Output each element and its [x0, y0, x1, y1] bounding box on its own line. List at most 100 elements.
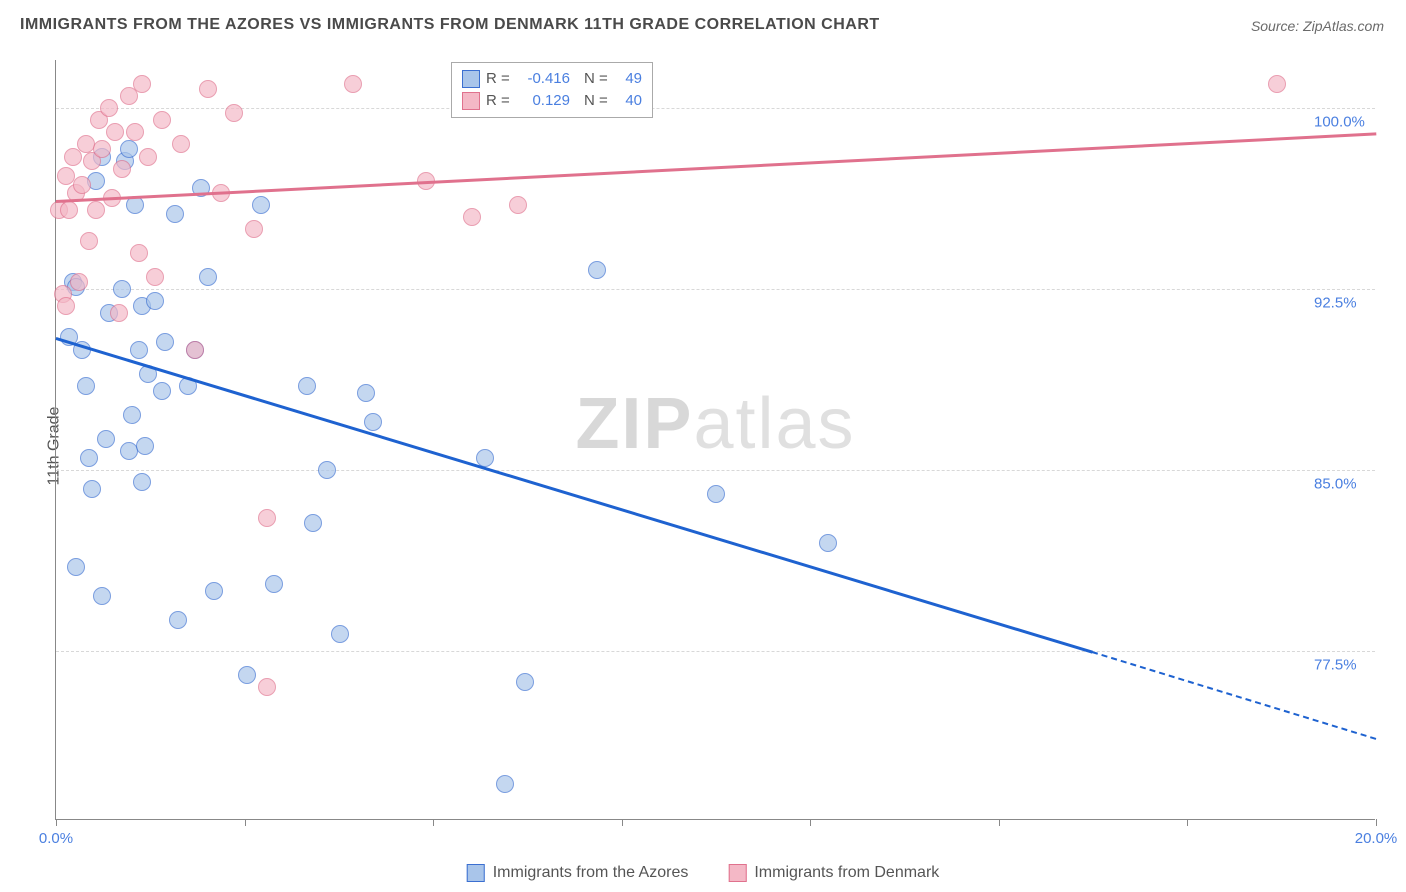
trend-line — [56, 132, 1376, 202]
plot-area: ZIPatlas 77.5%85.0%92.5%100.0%0.0%20.0% — [55, 60, 1375, 820]
bottom-legend-item: Immigrants from the Azores — [467, 864, 689, 882]
scatter-point — [93, 140, 111, 158]
scatter-point — [126, 123, 144, 141]
scatter-point — [258, 509, 276, 527]
scatter-point — [120, 140, 138, 158]
scatter-point — [707, 485, 725, 503]
legend-swatch — [467, 864, 485, 882]
x-tick-mark — [433, 819, 434, 826]
legend-n-label: N = — [584, 68, 612, 90]
scatter-point — [364, 413, 382, 431]
y-tick-label: 100.0% — [1314, 114, 1365, 131]
watermark: ZIPatlas — [575, 383, 855, 465]
source-prefix: Source: — [1251, 18, 1303, 34]
scatter-point — [133, 75, 151, 93]
scatter-point — [258, 678, 276, 696]
scatter-point — [87, 201, 105, 219]
scatter-point — [123, 406, 141, 424]
scatter-point — [318, 461, 336, 479]
legend-r-value: -0.416 — [520, 68, 570, 90]
scatter-point — [156, 333, 174, 351]
scatter-point — [265, 575, 283, 593]
scatter-point — [166, 205, 184, 223]
gridline-h — [56, 108, 1375, 109]
scatter-point — [70, 273, 88, 291]
scatter-point — [113, 160, 131, 178]
scatter-point — [516, 673, 534, 691]
scatter-point — [60, 201, 78, 219]
scatter-point — [245, 220, 263, 238]
scatter-point — [136, 437, 154, 455]
scatter-point — [106, 123, 124, 141]
scatter-point — [252, 196, 270, 214]
scatter-point — [331, 625, 349, 643]
gridline-h — [56, 289, 1375, 290]
x-tick-mark — [999, 819, 1000, 826]
scatter-point — [819, 534, 837, 552]
scatter-point — [153, 111, 171, 129]
x-tick-mark — [245, 819, 246, 826]
scatter-point — [509, 196, 527, 214]
scatter-point — [146, 268, 164, 286]
y-tick-label: 77.5% — [1314, 657, 1357, 674]
scatter-point — [130, 244, 148, 262]
scatter-point — [97, 430, 115, 448]
scatter-point — [146, 292, 164, 310]
x-tick-mark — [56, 819, 57, 826]
scatter-point — [588, 261, 606, 279]
bottom-legend-item: Immigrants from Denmark — [728, 864, 939, 882]
series-name: Immigrants from the Azores — [493, 864, 689, 882]
legend-row: R =0.129N =40 — [462, 90, 642, 112]
y-tick-label: 92.5% — [1314, 295, 1357, 312]
scatter-point — [83, 480, 101, 498]
gridline-h — [56, 470, 1375, 471]
scatter-point — [169, 611, 187, 629]
x-tick-label: 20.0% — [1355, 830, 1398, 847]
scatter-point — [139, 148, 157, 166]
legend-swatch — [462, 70, 480, 88]
source-name: ZipAtlas.com — [1303, 18, 1384, 34]
legend-n-value: 49 — [618, 68, 642, 90]
legend-r-label: R = — [486, 68, 514, 90]
bottom-legend: Immigrants from the Azores Immigrants fro… — [467, 864, 940, 882]
x-tick-mark — [1376, 819, 1377, 826]
legend-swatch — [728, 864, 746, 882]
correlation-legend: R =-0.416N =49R =0.129N =40 — [451, 62, 653, 118]
scatter-point — [344, 75, 362, 93]
source-label: Source: ZipAtlas.com — [1251, 18, 1384, 34]
scatter-point — [130, 341, 148, 359]
scatter-point — [67, 558, 85, 576]
scatter-point — [1268, 75, 1286, 93]
x-tick-mark — [622, 819, 623, 826]
scatter-point — [496, 775, 514, 793]
scatter-point — [77, 377, 95, 395]
legend-row: R = -0.416 N = 49 — [462, 68, 642, 90]
gridline-h — [56, 651, 1375, 652]
chart-title: IMMIGRANTS FROM THE AZORES VS IMMIGRANTS… — [20, 16, 880, 34]
scatter-point — [57, 297, 75, 315]
scatter-point — [172, 135, 190, 153]
scatter-point — [199, 80, 217, 98]
scatter-point — [186, 341, 204, 359]
scatter-point — [357, 384, 375, 402]
scatter-point — [205, 582, 223, 600]
scatter-point — [463, 208, 481, 226]
scatter-point — [238, 666, 256, 684]
scatter-point — [77, 135, 95, 153]
scatter-point — [298, 377, 316, 395]
scatter-point — [225, 104, 243, 122]
x-tick-mark — [1187, 819, 1188, 826]
scatter-point — [80, 449, 98, 467]
scatter-point — [57, 167, 75, 185]
x-tick-mark — [810, 819, 811, 826]
scatter-point — [120, 442, 138, 460]
scatter-point — [93, 587, 111, 605]
series-name: Immigrants from Denmark — [754, 864, 939, 882]
scatter-point — [100, 99, 118, 117]
legend-r-value: 0.129 — [520, 90, 570, 112]
y-tick-label: 85.0% — [1314, 476, 1357, 493]
scatter-point — [73, 176, 91, 194]
legend-swatch — [462, 92, 480, 110]
scatter-point — [80, 232, 98, 250]
legend-r-label: R = — [486, 90, 514, 112]
